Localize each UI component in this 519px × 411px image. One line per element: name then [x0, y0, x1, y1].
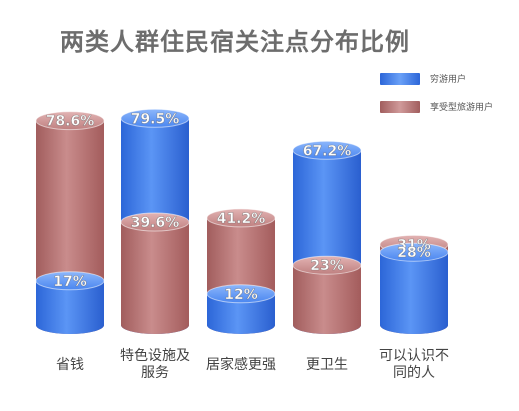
bars-layer: [35, 108, 449, 334]
value-label-1-1: 39.6%: [131, 215, 180, 231]
category-label-3: 更卫生: [306, 357, 348, 373]
legend-swatch-blue: [380, 72, 420, 85]
value-label-1-0: 78.6%: [46, 114, 95, 130]
legend-label-0: 穷游用户: [430, 75, 467, 85]
category-label-0: 省钱: [56, 357, 84, 373]
category-label-2: 居家感更强: [206, 357, 276, 373]
value-label-0-0: 17%: [53, 274, 87, 290]
legend-item-0: 穷游用户: [380, 72, 466, 85]
legend-item-1: 享受型旅游用户: [380, 100, 493, 113]
value-label-1-4: 31%: [397, 237, 431, 253]
bar-leisure-3: [292, 255, 362, 334]
labels-layer: 78.6% 17% 79.5% 39.6% 41.2% 12% 67.2% 23% 31%28%: [45, 111, 431, 303]
chart-title: 两类人群住民宿关注点分布比例: [60, 28, 410, 56]
bar-budget-4: [379, 242, 449, 334]
bar-budget-0: [35, 271, 105, 334]
value-label-0-2: 12%: [224, 287, 258, 303]
value-label-1-3: 23%: [310, 258, 344, 274]
bar-budget-2: [206, 284, 276, 334]
category-label-4: 可以认识不 同的人: [379, 348, 449, 381]
legend-swatch-red: [380, 100, 420, 113]
category-label-1: 特色设施及 服务: [120, 348, 190, 381]
value-label-0-4: 28%: [397, 245, 431, 261]
value-label-1-2: 41.2%: [217, 211, 266, 227]
legend-label-1: 享受型旅游用户: [430, 103, 494, 113]
value-label-0-1: 79.5%: [131, 111, 180, 127]
value-label-0-3: 67.2%: [303, 143, 352, 159]
bar-leisure-1: [120, 212, 190, 334]
